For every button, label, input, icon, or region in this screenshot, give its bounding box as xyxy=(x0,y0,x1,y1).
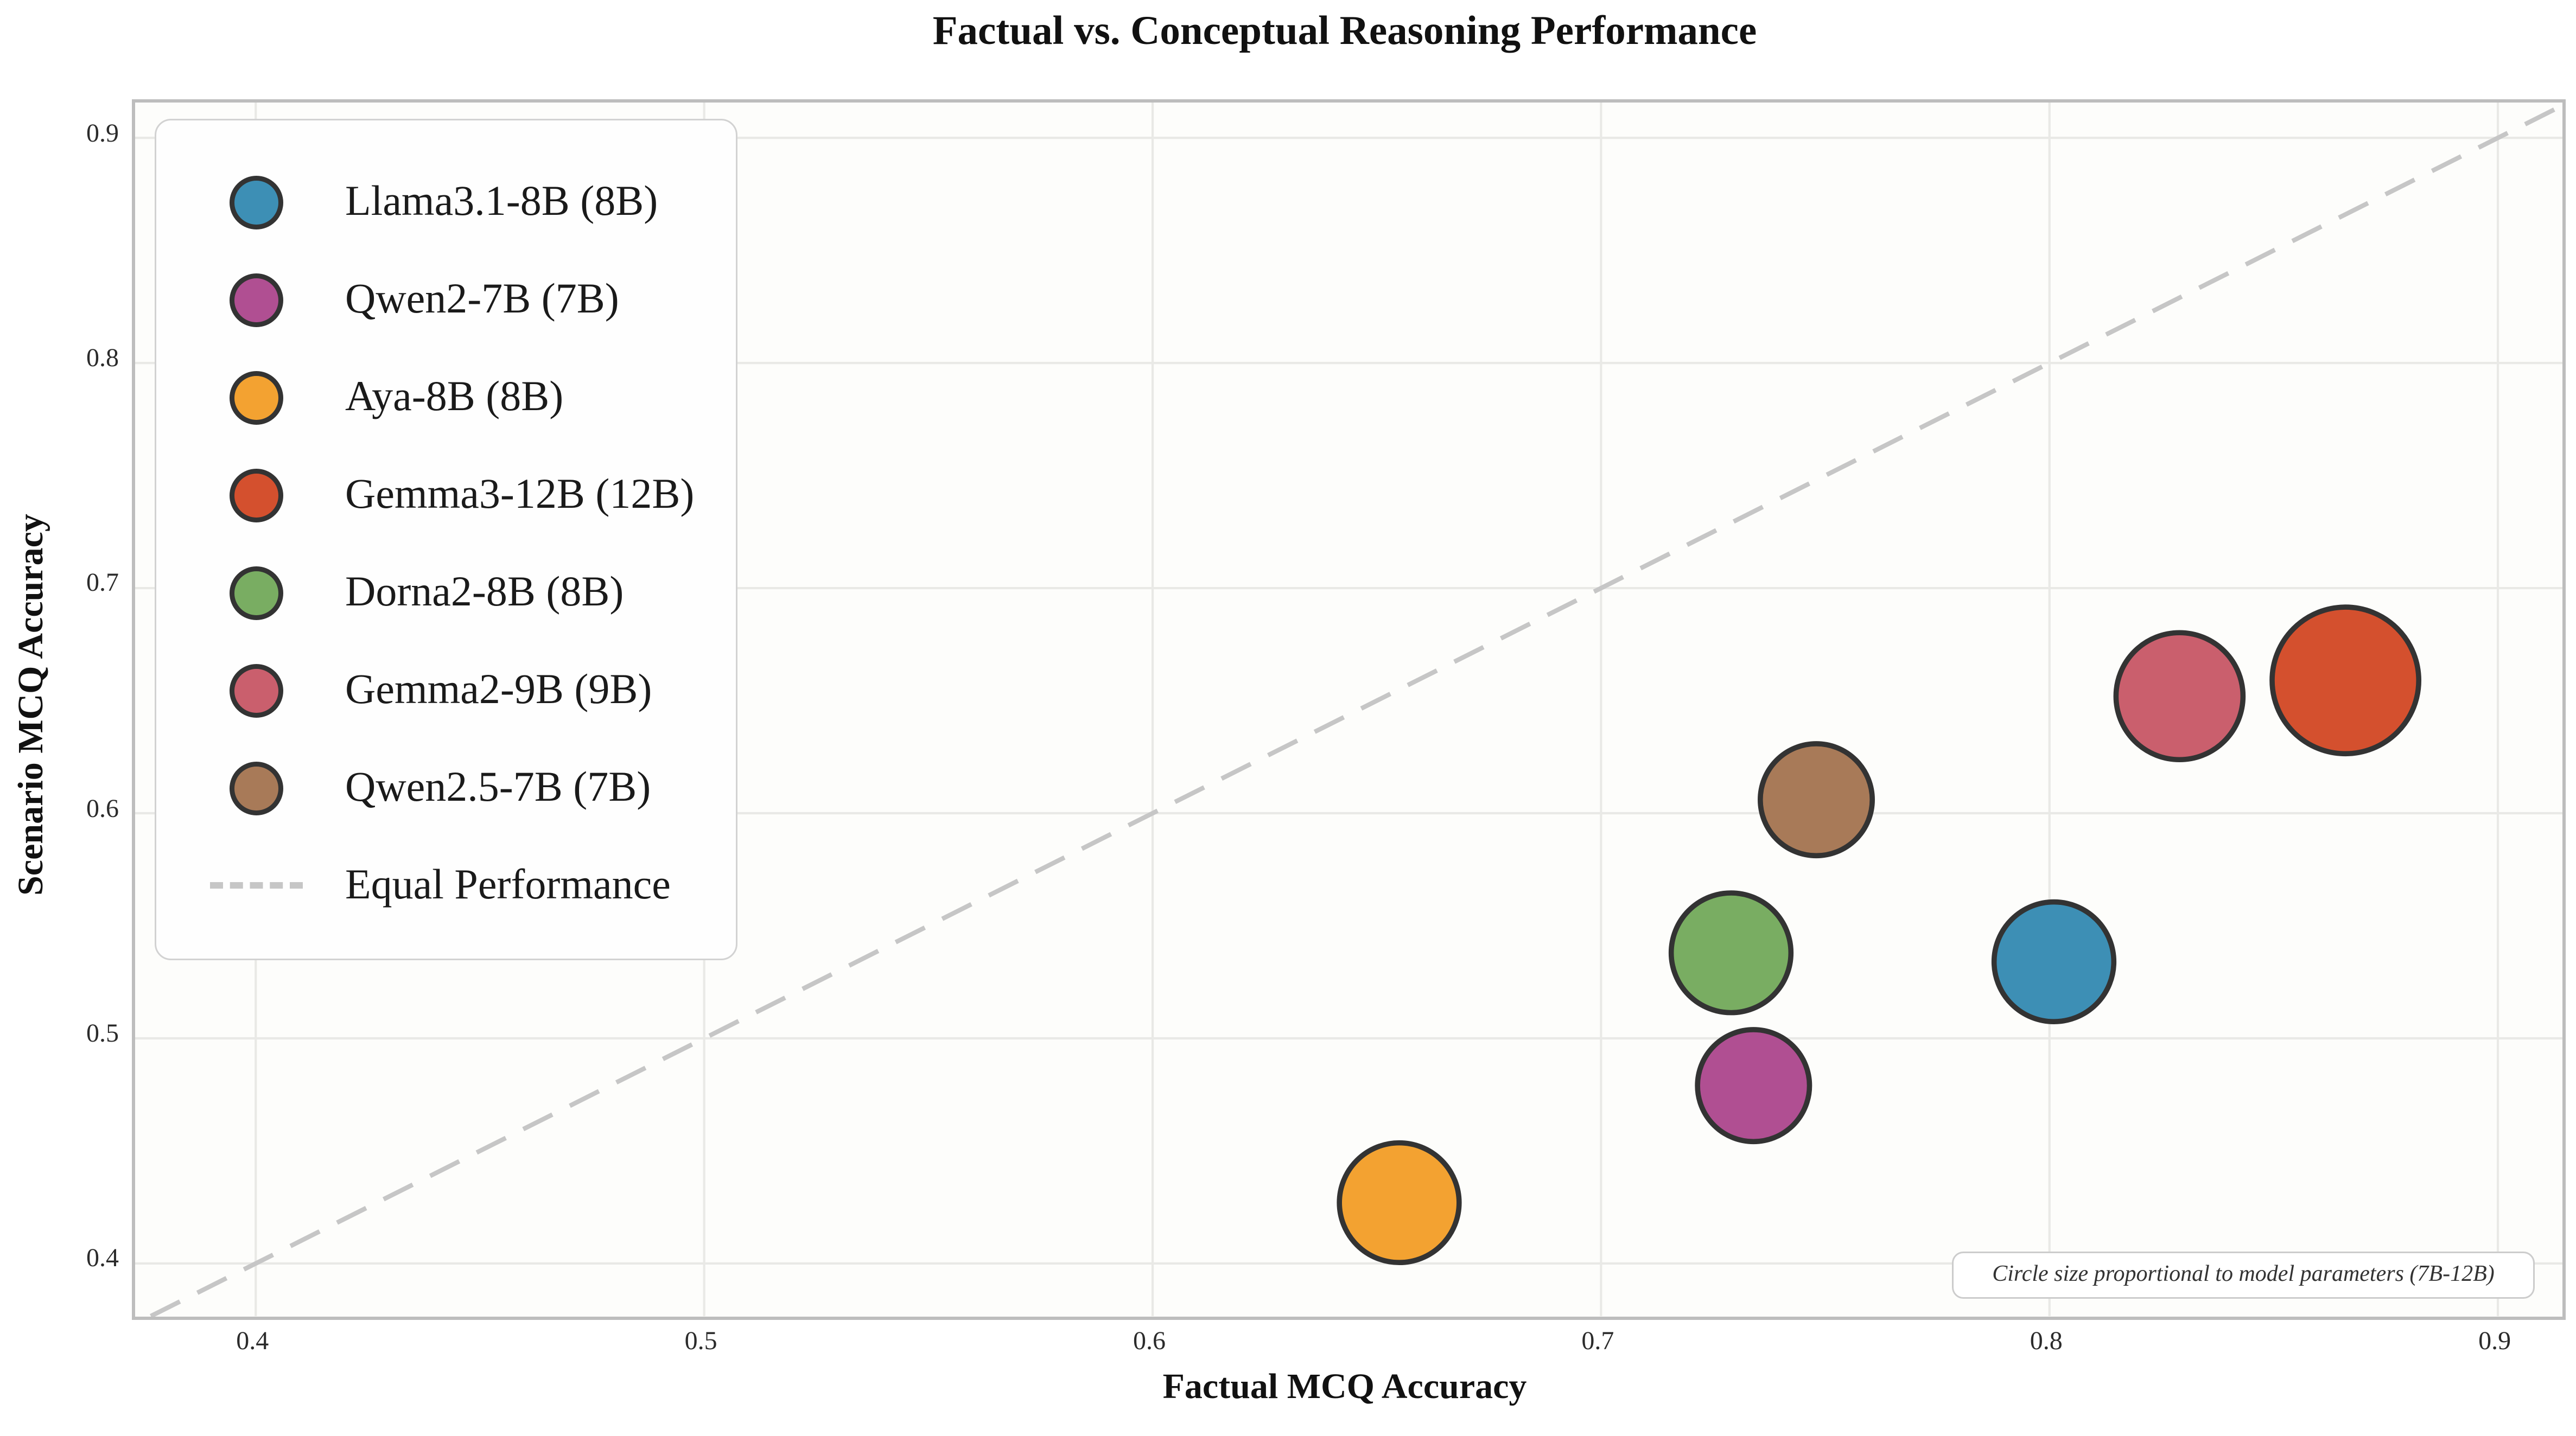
legend-label: Dorna2-8B (8B) xyxy=(345,568,624,615)
y-tick-label-0.4: 0.4 xyxy=(86,1245,119,1273)
y-tick-label-0.7: 0.7 xyxy=(86,570,119,598)
legend-label: Gemma3-12B (12B) xyxy=(345,470,695,518)
legend-label: Qwen2-7B (7B) xyxy=(345,275,619,322)
x-axis-label: Factual MCQ Accuracy xyxy=(1162,1365,1527,1406)
legend-marker-cell xyxy=(182,882,329,889)
legend-marker-aya-8b-icon xyxy=(228,370,283,424)
x-tick-label-0.7: 0.7 xyxy=(1581,1328,1614,1356)
annotation-note: Circle size proportional to model parame… xyxy=(1952,1252,2535,1299)
legend-item-gemma2-9b: Gemma2-9B (9B) xyxy=(182,641,710,739)
x-tick-label-0.9: 0.9 xyxy=(2478,1328,2511,1356)
legend-marker-cell xyxy=(182,663,329,717)
bubble-qwen2-7b xyxy=(1695,1027,1812,1145)
legend-marker-dorna2-8b-icon xyxy=(228,565,283,620)
x-tick-label-0.5: 0.5 xyxy=(684,1328,717,1356)
legend-marker-cell xyxy=(182,272,329,327)
legend-item-equal-performance: Equal Performance xyxy=(182,837,710,934)
legend-marker-gemma3-12b-icon xyxy=(228,468,283,522)
equal-performance-line xyxy=(150,103,2563,1317)
legend-label: Equal Performance xyxy=(345,861,671,908)
legend-marker-cell xyxy=(182,468,329,522)
y-tick-label-0.5: 0.5 xyxy=(86,1020,119,1048)
legend-label: Gemma2-9B (9B) xyxy=(345,666,652,713)
legend-item-dorna2-8b: Dorna2-8B (8B) xyxy=(182,544,710,641)
bubble-dorna2-8b xyxy=(1668,890,1794,1016)
y-tick-label-0.8: 0.8 xyxy=(86,345,119,373)
legend-marker-llama3-1-8b-icon xyxy=(228,175,283,229)
legend-marker-gemma2-9b-icon xyxy=(228,663,283,717)
chart-title: Factual vs. Conceptual Reasoning Perform… xyxy=(932,10,1757,54)
y-tick-label-0.9: 0.9 xyxy=(86,120,119,148)
legend-label: Aya-8B (8B) xyxy=(345,373,564,420)
bubble-aya-8b xyxy=(1337,1140,1462,1266)
bubble-gemma3-12b xyxy=(2269,604,2422,757)
legend-marker-cell xyxy=(182,370,329,424)
x-tick-label-0.4: 0.4 xyxy=(236,1328,269,1356)
legend-marker-qwen2-7b-icon xyxy=(228,272,283,327)
legend-marker-cell xyxy=(182,761,329,815)
legend-marker-qwen2-5-7b-icon xyxy=(228,761,283,815)
bubble-qwen2-5-7b xyxy=(1758,741,1875,859)
legend-label: Llama3.1-8B (8B) xyxy=(345,177,658,225)
legend-item-qwen2-5-7b: Qwen2.5-7B (7B) xyxy=(182,739,710,837)
legend: Llama3.1-8B (8B) Qwen2-7B (7B) Aya-8B (8B)… xyxy=(155,119,737,960)
legend-dash-line-icon xyxy=(209,882,302,889)
x-tick-label-0.8: 0.8 xyxy=(2030,1328,2063,1356)
legend-label: Qwen2.5-7B (7B) xyxy=(345,763,651,810)
legend-marker-cell xyxy=(182,565,329,620)
bubble-llama3-1-8b xyxy=(1991,899,2117,1025)
bubble-gemma2-9b xyxy=(2113,630,2246,763)
y-tick-label-0.6: 0.6 xyxy=(86,795,119,824)
y-axis-label: Scenario MCQ Accuracy xyxy=(10,514,50,896)
legend-marker-cell xyxy=(182,175,329,229)
legend-item-qwen2-7b: Qwen2-7B (7B) xyxy=(182,251,710,348)
legend-item-gemma3-12b: Gemma3-12B (12B) xyxy=(182,446,710,544)
legend-item-llama3-1-8b: Llama3.1-8B (8B) xyxy=(182,153,710,251)
legend-item-aya-8b: Aya-8B (8B) xyxy=(182,348,710,446)
x-tick-label-0.6: 0.6 xyxy=(1133,1328,1166,1356)
